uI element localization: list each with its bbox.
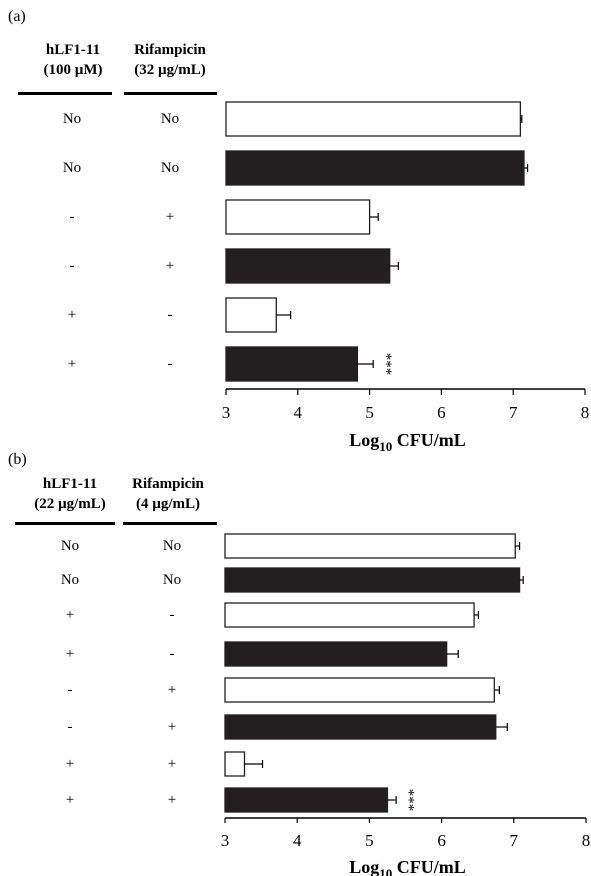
panel-a-bar-1 [225,150,525,186]
panel-b-condition-c1-1: No [60,572,80,588]
panel-b-x-axis-label: Log10 CFU/mL [349,857,466,876]
panel-a-condition-c2-5: - [167,356,173,372]
panel-a-header-rule-1 [18,92,112,95]
panel-b-label: (b) [8,451,27,468]
panel-a-bar-3 [225,248,391,284]
panel-a-bar-0 [225,101,522,137]
panel-a-column-header-1: hLF1-11 (100 µM) [43,42,103,78]
panel-b-tick-label-2: 5 [365,831,374,850]
panel-b-condition-c2-2: - [169,607,175,623]
panel-b-header-rule-1 [15,522,115,525]
panel-b-bar-1 [224,567,521,593]
panel-a-condition-c1-0: No [62,111,82,127]
panel-a-bar-2 [225,199,371,235]
panel-b-condition-c2-7: + [167,792,177,808]
panel-a-condition-c2-2: + [165,209,175,225]
panel-a-label: (a) [8,8,26,25]
panel-a-tick-label-3: 6 [437,403,446,422]
panel-a-condition-c2-0: No [160,111,180,127]
panel-a-condition-c1-4: + [67,307,77,323]
panel-a-condition-c1-2: - [69,209,75,225]
panel-b-condition-c2-3: - [169,646,175,662]
panel-b-condition-c1-4: - [67,682,73,698]
panel-b-condition-c2-6: + [167,756,177,772]
panel-b-bar-3 [224,641,448,667]
panel-a-bar-5 [225,346,359,382]
panel-a-significance-5: *** [378,353,394,376]
panel-b-significance-7: *** [401,789,417,812]
panel-b-tick-label-3: 6 [437,831,446,850]
panel-b-condition-c1-2: + [65,607,75,623]
panel-a-tick-label-2: 5 [365,403,374,422]
panel-a-condition-c1-5: + [67,356,77,372]
panel-a-tick-label-1: 4 [294,403,303,422]
panel-a-column-header-2: Rifampicin (32 µg/mL) [134,42,206,78]
panel-b-tick-label-4: 7 [510,831,519,850]
panel-b-condition-c1-7: + [65,792,75,808]
panel-a-condition-c1-3: - [69,258,75,274]
panel-b-condition-c2-1: No [162,572,182,588]
panel-b-condition-c1-5: - [67,719,73,735]
panel-a-header-rule-2 [124,92,217,95]
panel-b-column-header-1: hLF1-11 (22 µg/mL) [34,476,106,512]
panel-a-bar-4 [225,297,277,333]
panel-a-condition-c2-4: - [167,307,173,323]
panel-b-tick-label-0: 3 [221,831,230,850]
panel-b-condition-c1-0: No [60,538,80,554]
panel-b-tick-label-1: 4 [293,831,302,850]
panel-b-condition-c2-4: + [167,682,177,698]
panel-a-tick-label-5: 8 [581,403,590,422]
panel-a-tick-label-0: 3 [222,403,231,422]
panel-b-condition-c1-6: + [65,756,75,772]
panel-b-column-header-2: Rifampicin (4 µg/mL) [132,476,204,512]
panel-b-bar-2 [224,602,475,628]
panel-a-tick-label-4: 7 [509,403,518,422]
panel-a-condition-c2-1: No [160,160,180,176]
panel-b-bar-4 [224,677,495,703]
panel-b-tick-label-5: 8 [582,831,591,850]
panel-b-header-rule-2 [123,522,217,525]
panel-b-bar-6 [224,751,246,777]
panel-b-condition-c2-5: + [167,719,177,735]
panel-b-bar-5 [224,714,497,740]
panel-b-condition-c2-0: No [162,538,182,554]
panel-b-condition-c1-3: + [65,646,75,662]
panel-b-bar-7 [224,787,389,813]
panel-a-x-axis-label: Log10 CFU/mL [349,430,466,454]
panel-b-bar-0 [224,533,516,559]
panel-a-condition-c1-1: No [62,160,82,176]
panel-a-condition-c2-3: + [165,258,175,274]
